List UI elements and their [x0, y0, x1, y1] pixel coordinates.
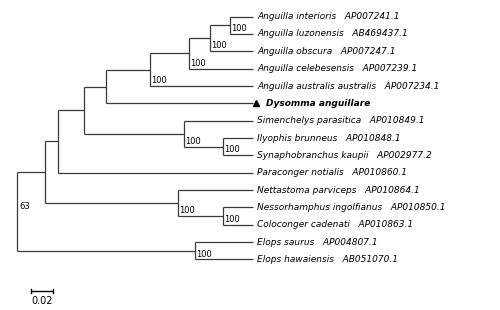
- Text: 0.02: 0.02: [31, 296, 52, 306]
- Text: 100: 100: [190, 59, 206, 68]
- Text: 100: 100: [180, 206, 195, 215]
- Text: 100: 100: [224, 215, 240, 224]
- Text: Anguilla luzonensis   AB469437.1: Anguilla luzonensis AB469437.1: [257, 29, 408, 38]
- Text: Anguilla obscura   AP007247.1: Anguilla obscura AP007247.1: [257, 47, 396, 56]
- Text: Nettastoma parviceps   AP010864.1: Nettastoma parviceps AP010864.1: [257, 186, 420, 195]
- Text: 100: 100: [152, 76, 168, 85]
- Text: Paraconger notialis   AP010860.1: Paraconger notialis AP010860.1: [257, 168, 407, 177]
- Text: Ilyophis brunneus   AP010848.1: Ilyophis brunneus AP010848.1: [257, 134, 400, 143]
- Text: 63: 63: [20, 202, 30, 210]
- Text: 100: 100: [196, 250, 212, 259]
- Text: Anguilla australis australis   AP007234.1: Anguilla australis australis AP007234.1: [257, 82, 440, 91]
- Text: 100: 100: [224, 145, 240, 154]
- Text: Dysomma anguillare: Dysomma anguillare: [266, 99, 370, 108]
- Text: Anguilla celebesensis   AP007239.1: Anguilla celebesensis AP007239.1: [257, 64, 418, 73]
- Text: Anguilla interioris   AP007241.1: Anguilla interioris AP007241.1: [257, 12, 400, 21]
- Text: Elops saurus   AP004807.1: Elops saurus AP004807.1: [257, 237, 378, 246]
- Text: Simenchelys parasitica   AP010849.1: Simenchelys parasitica AP010849.1: [257, 116, 424, 125]
- Text: 100: 100: [185, 137, 200, 146]
- Text: Synaphobranchus kaupii   AP002977.2: Synaphobranchus kaupii AP002977.2: [257, 151, 432, 160]
- Text: Coloconger cadenati   AP010863.1: Coloconger cadenati AP010863.1: [257, 220, 413, 229]
- Text: 100: 100: [232, 24, 247, 33]
- Text: Nessorhamphus ingolfianus   AP010850.1: Nessorhamphus ingolfianus AP010850.1: [257, 203, 446, 212]
- Text: 100: 100: [212, 42, 227, 51]
- Text: Elops hawaiensis   AB051070.1: Elops hawaiensis AB051070.1: [257, 255, 398, 264]
